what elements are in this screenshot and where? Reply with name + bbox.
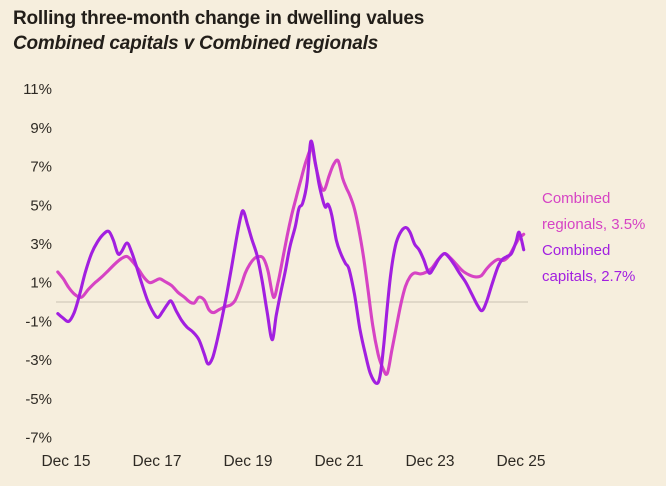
y-tick-label: 3% [30,236,52,253]
y-tick-label: -3% [25,352,52,369]
y-tick-label: -1% [25,313,52,330]
y-tick-label: 11% [23,81,52,98]
y-tick-label: 5% [30,197,52,214]
page-subtitle: Combined capitals v Combined regionals [13,33,379,54]
x-tick-label: Dec 23 [405,453,454,470]
x-tick-label: Dec 21 [314,453,363,470]
y-tick-label: -7% [25,429,52,446]
legend-entry-combined-capitals: Combined capitals, 2.7% [542,242,636,285]
y-tick-label: 7% [30,159,52,176]
y-tick-label: 1% [30,275,52,292]
x-tick-label: Dec 17 [132,453,181,470]
chart-legend: Combined regionals, 3.5% Combined capita… [542,186,660,290]
x-tick-label: Dec 25 [496,453,545,470]
series-line-combined-capitals [56,139,526,385]
page-title: Rolling three-month change in dwelling v… [13,8,425,29]
y-tick-label: -5% [25,391,52,408]
x-tick-label: Dec 19 [223,453,272,470]
y-tick-label: 9% [30,120,52,137]
x-tick-label: Dec 15 [41,453,90,470]
legend-entry-combined-regionals: Combined regionals, 3.5% [542,190,646,233]
chart-header: Rolling three-month change in dwelling v… [13,8,424,55]
